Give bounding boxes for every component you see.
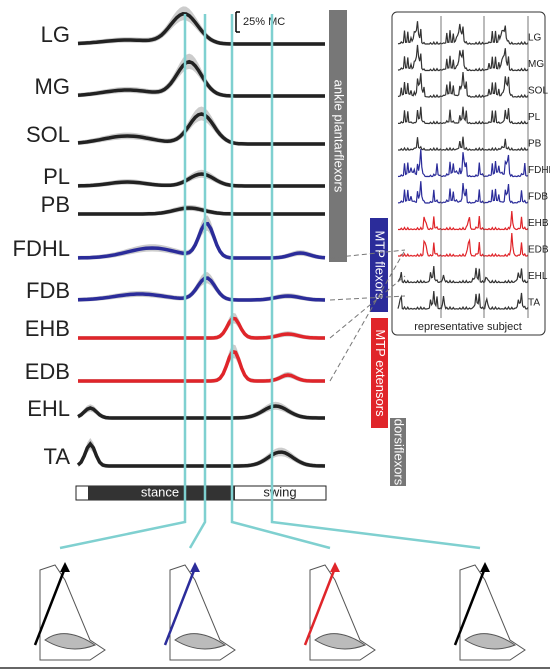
muscle-line bbox=[163, 567, 197, 646]
muscle-label: EHL bbox=[27, 396, 70, 421]
muscle-label: FDHL bbox=[13, 236, 70, 261]
connector bbox=[329, 295, 406, 301]
trace bbox=[78, 316, 325, 340]
trace bbox=[78, 206, 325, 216]
bones bbox=[314, 633, 367, 650]
trace bbox=[77, 221, 326, 260]
panel-label: LG bbox=[528, 33, 542, 44]
muscle-label: EDB bbox=[25, 359, 70, 384]
panel-label: TA bbox=[528, 298, 540, 309]
muscle-line bbox=[303, 567, 337, 646]
arrow bbox=[190, 562, 200, 572]
bones bbox=[44, 633, 97, 650]
arrow bbox=[60, 562, 70, 572]
foot bbox=[33, 562, 106, 661]
trace bbox=[77, 59, 325, 98]
trace-band bbox=[78, 344, 325, 383]
muscle-label: EHB bbox=[25, 316, 70, 341]
connector bbox=[329, 249, 406, 382]
group-bar bbox=[371, 318, 388, 428]
panel-label: EHB bbox=[528, 218, 549, 229]
group-label: MTP extensors bbox=[373, 329, 388, 417]
panel-label: PB bbox=[528, 139, 542, 150]
scale-bar bbox=[235, 11, 240, 33]
panel-trace bbox=[397, 181, 529, 204]
group-label: ankle plantarflexors bbox=[332, 80, 347, 193]
trace bbox=[76, 441, 326, 468]
trace bbox=[78, 349, 325, 383]
panel-trace bbox=[398, 233, 529, 257]
trace bbox=[77, 12, 325, 46]
panel-trace bbox=[397, 291, 529, 310]
muscle-line bbox=[453, 567, 487, 646]
muscle-label: FDB bbox=[26, 278, 70, 303]
panel-trace bbox=[397, 266, 529, 284]
panel-title: representative subject bbox=[414, 321, 522, 333]
panel-label: FDHL bbox=[528, 165, 550, 176]
panel-trace bbox=[398, 136, 529, 151]
group-bar bbox=[329, 10, 347, 262]
event-line bbox=[270, 14, 481, 550]
muscle-label: TA bbox=[44, 444, 71, 469]
panel-label: EHL bbox=[528, 271, 548, 282]
muscle-label: SOL bbox=[26, 122, 70, 147]
muscle-line bbox=[33, 567, 67, 646]
phase-label: stance bbox=[141, 484, 179, 499]
muscle-label: PB bbox=[41, 192, 70, 217]
trace bbox=[77, 112, 325, 146]
stance-bar bbox=[88, 486, 235, 500]
foot bbox=[453, 562, 526, 661]
trace bbox=[77, 276, 326, 302]
subject-panel bbox=[391, 11, 546, 336]
panel-trace bbox=[397, 21, 529, 45]
panel-trace bbox=[398, 210, 529, 231]
panel-label: PL bbox=[528, 112, 541, 123]
panel-label: FDB bbox=[528, 192, 548, 203]
group-bar bbox=[390, 418, 406, 486]
panel-trace bbox=[397, 44, 529, 72]
panel-trace bbox=[397, 71, 529, 98]
panel-label: MG bbox=[528, 59, 544, 70]
event-line bbox=[59, 14, 187, 550]
panel-label: SOL bbox=[528, 86, 548, 97]
panel-trace bbox=[398, 106, 529, 125]
connector bbox=[329, 249, 406, 259]
foot bbox=[163, 562, 236, 661]
trace-band bbox=[78, 312, 325, 340]
trace bbox=[77, 172, 325, 188]
muscle-label: PL bbox=[43, 164, 70, 189]
trace bbox=[77, 404, 325, 420]
bones bbox=[174, 633, 227, 650]
foot bbox=[303, 562, 376, 661]
scale-label: 25% MC bbox=[243, 16, 285, 28]
group-label: dorsiflexors bbox=[392, 419, 407, 486]
group-label: MTP flexors bbox=[373, 230, 388, 300]
phase-label: swing bbox=[263, 484, 296, 499]
event-line bbox=[188, 14, 207, 549]
event-line bbox=[230, 14, 331, 550]
arrow bbox=[330, 562, 340, 572]
bones bbox=[464, 633, 517, 650]
muscle-label: MG bbox=[35, 74, 70, 99]
arrow bbox=[480, 562, 490, 572]
panel-trace bbox=[397, 149, 529, 178]
connector bbox=[329, 275, 406, 339]
panel-label: EDB bbox=[528, 245, 549, 256]
muscle-label: LG bbox=[41, 22, 70, 47]
